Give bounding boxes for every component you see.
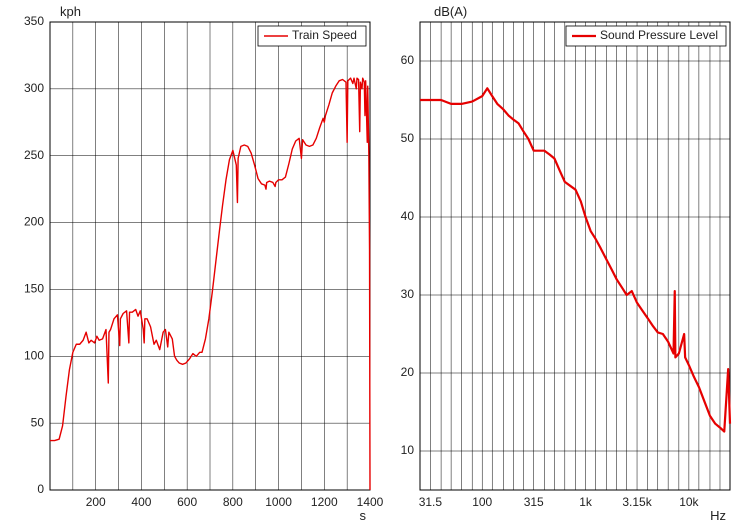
ytick-label: 30 <box>401 287 415 301</box>
ytick-label: 200 <box>24 215 44 229</box>
xtick-label: 1k <box>579 495 593 509</box>
ytick-label: 100 <box>24 348 44 362</box>
xtick-label: 1400 <box>357 495 384 509</box>
ytick-label: 350 <box>24 14 44 28</box>
y-axis-title: dB(A) <box>434 4 467 19</box>
ytick-label: 20 <box>401 365 415 379</box>
xtick-label: 315 <box>524 495 544 509</box>
ytick-label: 150 <box>24 282 44 296</box>
xtick-label: 200 <box>86 495 106 509</box>
x-axis-title: s <box>360 508 367 523</box>
left-chart: 0 50 100 150 200 250 300 350 200 400 600 800 1000 120… <box>24 4 384 523</box>
ytick-label: 300 <box>24 81 44 95</box>
xtick-label: 10k <box>679 495 699 509</box>
ytick-label: 10 <box>401 443 415 457</box>
ytick-label: 0 <box>37 482 44 496</box>
spl-series <box>420 88 730 431</box>
xtick-label: 1000 <box>265 495 292 509</box>
legend: Train Speed <box>258 26 366 46</box>
xtick-label: 1200 <box>311 495 338 509</box>
xtick-label: 800 <box>223 495 243 509</box>
legend: Sound Pressure Level <box>566 26 726 46</box>
ytick-label: 40 <box>401 209 415 223</box>
dual-chart: 0 50 100 150 200 250 300 350 200 400 600 800 1000 120… <box>0 0 748 530</box>
xtick-label: 400 <box>131 495 151 509</box>
plot-frame <box>420 22 730 490</box>
xtick-label: 600 <box>177 495 197 509</box>
ytick-label: 250 <box>24 148 44 162</box>
ytick-label: 50 <box>401 131 415 145</box>
x-axis-title: Hz <box>710 508 726 523</box>
y-axis-title: kph <box>60 4 81 19</box>
xtick-label: 31.5 <box>419 495 443 509</box>
right-chart: 10 20 30 40 50 60 31.5 100 315 1k 3.15k 10k dB(A) Hz S… <box>401 4 730 523</box>
ytick-label: 60 <box>401 53 415 67</box>
xtick-label: 100 <box>472 495 492 509</box>
xtick-label: 3.15k <box>622 495 652 509</box>
ytick-label: 50 <box>31 415 45 429</box>
legend-label: Train Speed <box>292 28 357 42</box>
legend-label: Sound Pressure Level <box>600 28 718 42</box>
